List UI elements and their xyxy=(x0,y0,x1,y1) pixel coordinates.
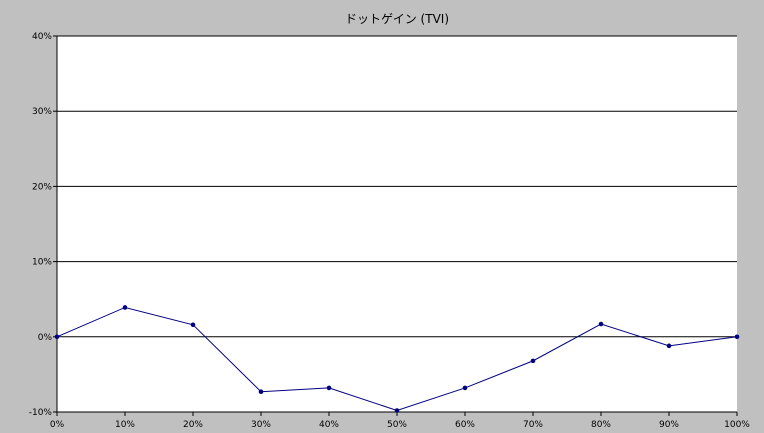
x-axis-tick-label: 0% xyxy=(50,420,65,430)
x-axis-tick-label: 50% xyxy=(387,420,407,430)
x-axis-tick-label: 80% xyxy=(591,420,611,430)
data-point xyxy=(530,358,536,364)
data-point xyxy=(326,385,332,391)
series-group xyxy=(54,305,740,413)
x-axis-tick-label: 70% xyxy=(523,420,543,430)
data-point xyxy=(258,389,264,394)
x-axis-tick-labels: 0% 10% 20% 30% 40% 50% 60% 70% 80% 90% 100% xyxy=(50,412,750,430)
plot-area xyxy=(57,36,737,412)
data-point xyxy=(598,321,604,327)
y-axis-tick-label: -10% xyxy=(29,408,53,418)
y-axis-tick-label: 40% xyxy=(32,32,52,42)
y-axis-tick-label: 20% xyxy=(32,182,52,192)
x-axis-tick-label: 10% xyxy=(115,420,135,430)
data-point xyxy=(666,343,672,349)
x-axis-tick-label: 60% xyxy=(455,420,475,430)
y-axis-tick-labels: 40% 30% 20% 10% 0% -10% xyxy=(29,32,53,418)
data-point xyxy=(394,408,400,413)
y-axis-tick-label: 0% xyxy=(38,333,53,343)
data-point xyxy=(734,334,740,340)
x-axis-tick-label: 100% xyxy=(724,420,750,430)
x-axis-tick-label: 20% xyxy=(183,420,203,430)
y-axis-tick-label: 10% xyxy=(32,258,52,268)
y-axis-tick-label: 30% xyxy=(32,107,52,117)
data-point xyxy=(54,334,60,340)
data-point xyxy=(462,385,468,391)
data-point xyxy=(190,322,196,328)
chart-title: ドットゲイン (TVI) xyxy=(345,12,449,26)
x-axis-tick-label: 40% xyxy=(319,420,339,430)
x-axis-tick-label: 90% xyxy=(659,420,679,430)
data-point xyxy=(122,305,128,310)
x-axis-tick-label: 30% xyxy=(251,420,271,430)
